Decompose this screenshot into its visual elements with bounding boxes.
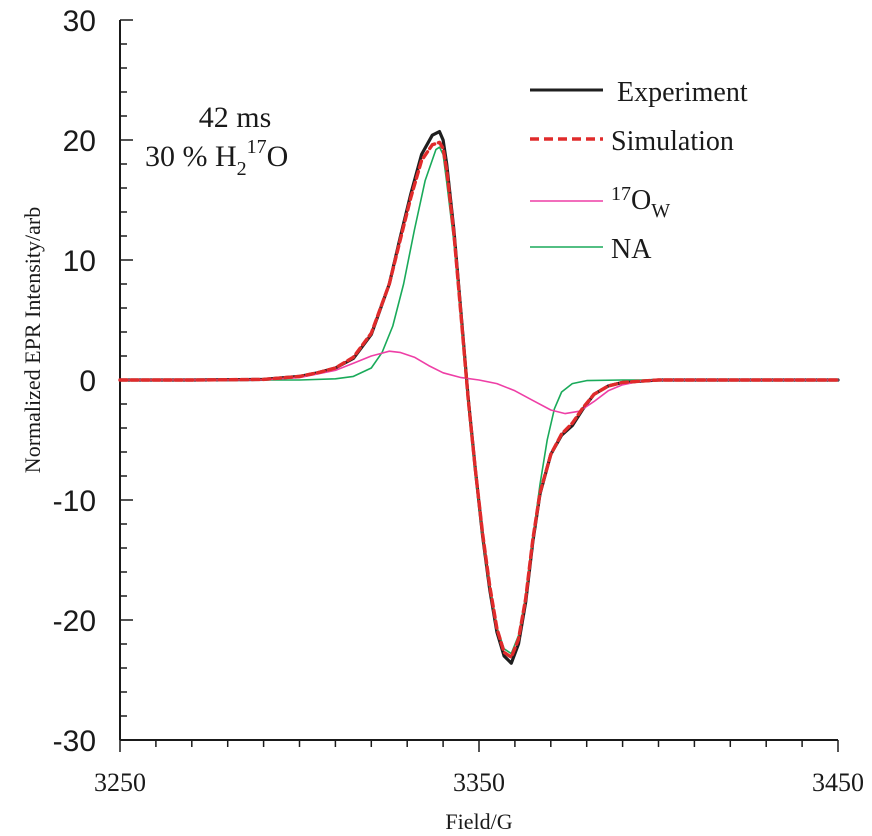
tick-labels: 30 20 10 0 -10 -20 -30 3250 3350 3450 <box>53 5 864 797</box>
y-tick-label: 0 <box>79 365 96 398</box>
y-axis-title: Normalized EPR Intensity/arb <box>20 207 45 473</box>
y-tick-label: -20 <box>53 605 96 638</box>
annotation-subscript: 2 <box>237 158 247 180</box>
series-line-experiment <box>118 130 840 665</box>
annotation-sample-prefix: 30 % H <box>145 140 237 173</box>
y-tick-label: 10 <box>63 245 96 278</box>
y-tick-label: 30 <box>63 5 96 38</box>
annotation-time: 42 ms <box>199 101 272 134</box>
legend-label-na: NA <box>611 234 652 265</box>
legend-17ow-superscript: 17 <box>611 183 631 205</box>
legend-label-simulation: Simulation <box>611 126 734 157</box>
annotation: 42 ms 30 % H217O <box>145 101 288 180</box>
x-tick-label: 3350 <box>453 768 505 797</box>
x-tick-label: 3250 <box>94 768 146 797</box>
y-tick-label: -10 <box>53 485 96 518</box>
y-tick-label: -30 <box>53 725 96 758</box>
series-layer <box>118 130 840 665</box>
x-tick-label: 3450 <box>812 768 864 797</box>
series-line-na <box>119 146 839 655</box>
series-line-simulation <box>118 140 840 659</box>
annotation-superscript: 17 <box>247 136 267 158</box>
annotation-sample: 30 % H217O <box>145 136 288 180</box>
legend-17ow-subscript: W <box>651 200 670 222</box>
legend-17ow-base: O <box>631 185 651 216</box>
y-tick-label: 20 <box>63 125 96 158</box>
annotation-sample-suffix: O <box>267 140 289 173</box>
x-axis-title: Field/G <box>445 809 512 834</box>
series-line-o17 <box>119 350 839 415</box>
legend-label-experiment: Experiment <box>617 77 748 108</box>
legend: Experiment Simulation 17OW NA <box>530 77 748 265</box>
legend-label-17ow: 17OW <box>611 183 670 222</box>
